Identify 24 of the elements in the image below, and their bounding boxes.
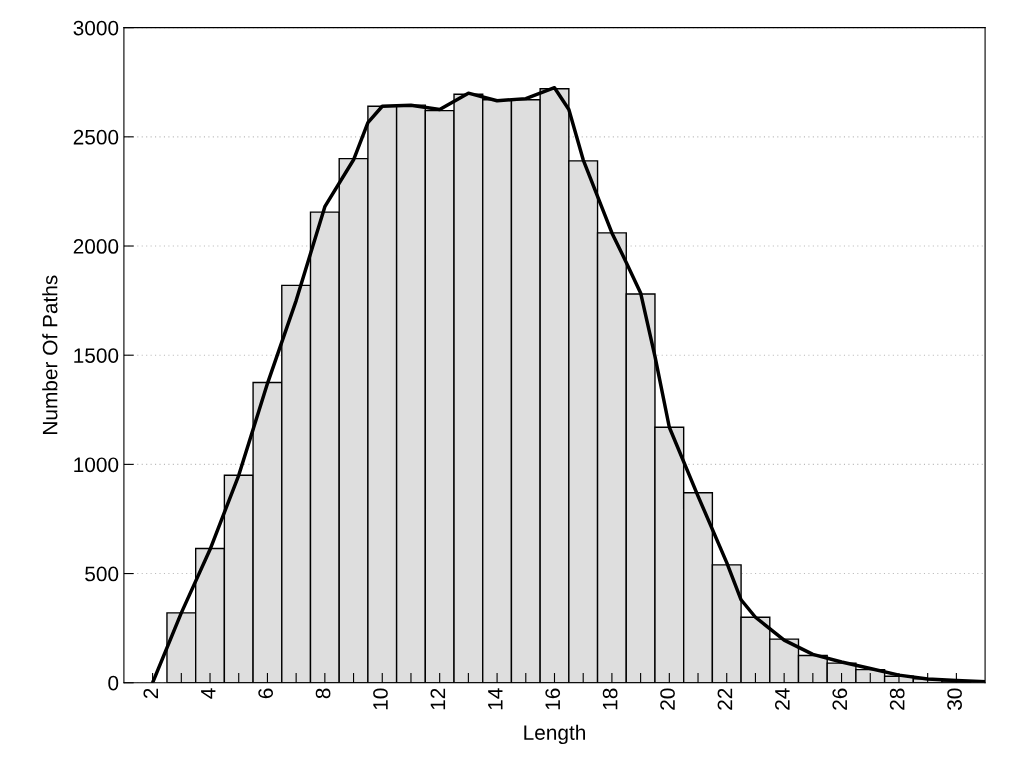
x-tick-label: 2 [143, 688, 158, 699]
x-tick-label: 4 [201, 688, 216, 699]
x-tick-label: 6 [258, 688, 274, 699]
x-tick-label: 14 [488, 688, 503, 710]
x-tick-label: 20 [660, 688, 675, 710]
y-tick-label: 1500 [74, 348, 119, 363]
y-tick-label: 2500 [73, 129, 119, 145]
x-tick-label: 26 [832, 688, 848, 710]
y-tick-label: 2000 [73, 239, 119, 254]
y-tick-label: 500 [85, 566, 119, 582]
y-tick-label: 0 [108, 675, 119, 691]
y-axis-title: Number Of Paths [42, 275, 58, 434]
x-tick-label: 24 [774, 688, 790, 710]
x-tick-label: 28 [889, 688, 905, 710]
x-tick-label: 22 [717, 688, 733, 710]
x-axis-title: Length [524, 724, 586, 745]
x-tick-label: 18 [602, 688, 618, 710]
y-tick-label: 3000 [73, 20, 119, 36]
x-tick-label: 10 [373, 688, 388, 710]
y-tick-label: 1000 [74, 457, 119, 473]
x-tick-label: 16 [545, 688, 561, 710]
x-tick-label: 8 [315, 688, 331, 699]
x-tick-label: 12 [430, 688, 446, 710]
x-tick-label: 30 [947, 688, 962, 710]
